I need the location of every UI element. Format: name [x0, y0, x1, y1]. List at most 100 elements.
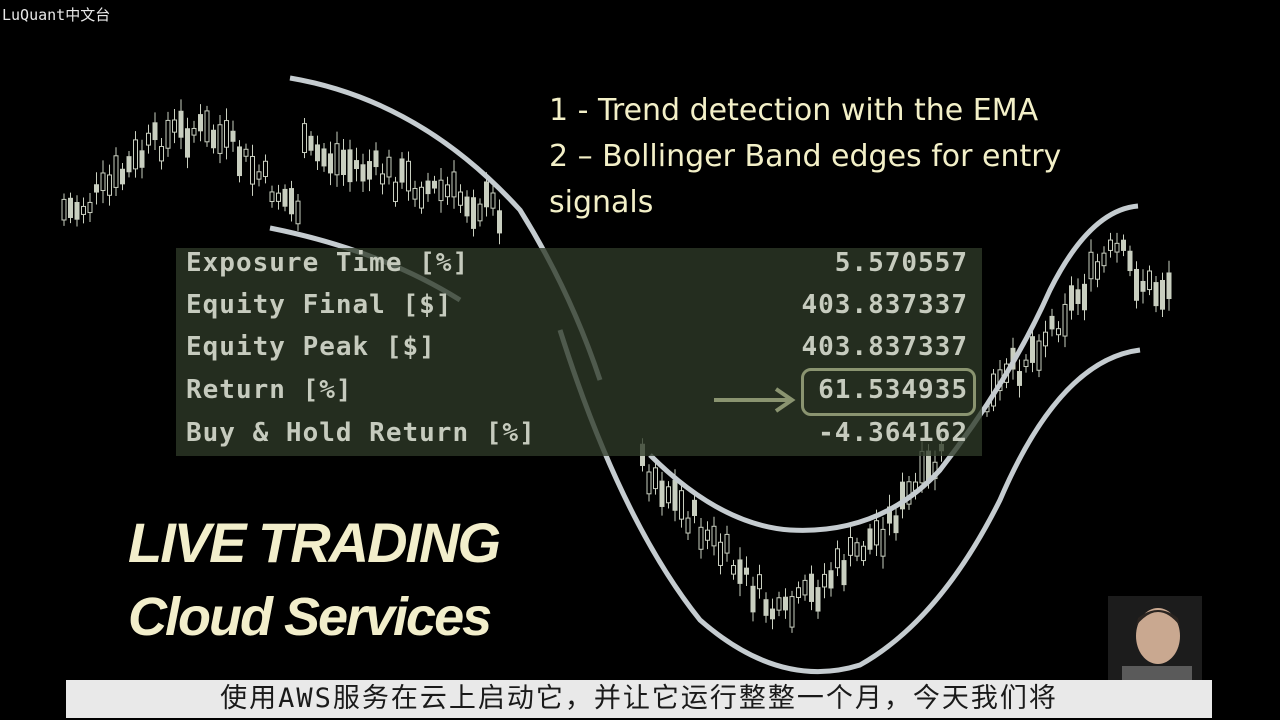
candle-body: [724, 533, 730, 554]
candle-body: [666, 486, 671, 504]
stat-label: Return [%]: [186, 375, 353, 405]
candle-body: [113, 155, 119, 188]
promo-title-line1: LIVE TRADING: [128, 511, 501, 574]
candle-body: [256, 171, 262, 180]
strategy-point-1: 1 - Trend detection with the EMA: [549, 93, 1039, 128]
strategy-points: 1 - Trend detection with the EMA 2 – Bol…: [549, 88, 1109, 226]
backtest-stats-panel: Exposure Time [%] 5.570557 Equity Final …: [176, 248, 982, 456]
candle-body: [1088, 251, 1094, 280]
presenter-webcam: [1108, 596, 1202, 686]
candle-body: [867, 528, 873, 550]
candle-body: [1114, 242, 1120, 253]
candle-body: [796, 587, 801, 598]
candle-body: [835, 548, 840, 569]
candle-body: [484, 181, 489, 208]
candle-body: [672, 479, 678, 511]
candle-body: [471, 197, 476, 229]
arrow-right-icon: [714, 387, 796, 413]
candle-body: [302, 123, 307, 154]
candle-body: [74, 202, 80, 220]
stat-row: Buy & Hold Return [%] -4.364162: [186, 418, 968, 458]
candle-body: [68, 197, 73, 218]
stat-value: -4.364162: [818, 418, 968, 448]
candle-body: [276, 192, 281, 202]
candle-body: [1153, 282, 1159, 307]
stat-value: 403.837337: [801, 332, 968, 362]
strategy-point-2-cont: signals: [549, 185, 654, 220]
candle-body: [490, 192, 496, 209]
candle-body: [347, 149, 353, 183]
subtitle-caption: 使用AWS服务在云上启动它，并让它运行整整一个月，今天我们将: [66, 680, 1212, 718]
candle-body: [360, 164, 366, 182]
candle-body: [497, 210, 502, 234]
candle-body: [828, 570, 834, 589]
candle-body: [308, 135, 314, 151]
candle-body: [1017, 371, 1022, 386]
candle-body: [445, 184, 450, 198]
candle-body: [880, 528, 886, 557]
candle-body: [373, 150, 379, 168]
candle-body: [120, 168, 125, 185]
stat-row: Equity Final [$] 403.837337: [186, 290, 968, 330]
candle-body: [711, 525, 717, 547]
candle-body: [250, 155, 255, 185]
candle-body: [185, 128, 190, 158]
candle-body: [386, 156, 392, 178]
candle-body: [841, 560, 847, 586]
candle-body: [204, 110, 210, 143]
promo-title-line2: Cloud Services: [128, 587, 492, 647]
candle-body: [380, 173, 385, 185]
candle-body: [1166, 272, 1172, 300]
candle-body: [282, 188, 288, 207]
candle-body: [211, 129, 216, 149]
candle-body: [191, 127, 197, 136]
candle-body: [861, 545, 866, 562]
stat-label: Exposure Time [%]: [186, 248, 470, 278]
candle-body: [451, 171, 457, 198]
candle-body: [399, 158, 405, 183]
candle-body: [750, 585, 756, 613]
candle-body: [133, 139, 138, 170]
candle-body: [757, 574, 762, 590]
candle-body: [770, 608, 775, 620]
candle-body: [1036, 340, 1042, 371]
candle-body: [87, 201, 93, 214]
candle-body: [789, 596, 795, 628]
candle-body: [893, 515, 899, 534]
candle-body: [100, 172, 106, 192]
lower-inner-curve: [648, 203, 1139, 533]
candle-body: [744, 567, 749, 575]
candle-body: [1030, 336, 1035, 363]
candle-body: [341, 149, 346, 176]
candle-body: [679, 490, 684, 520]
candle-body: [783, 596, 788, 611]
candle-body: [848, 537, 853, 556]
stat-label: Buy & Hold Return [%]: [186, 418, 536, 448]
candle-body: [217, 124, 223, 154]
candle-body: [81, 205, 86, 215]
candle-body: [61, 198, 67, 221]
stat-row: Equity Peak [$] 403.837337: [186, 332, 968, 372]
candle-body: [412, 187, 418, 200]
candle-body: [393, 181, 398, 203]
candle-body: [1043, 331, 1048, 347]
candle-body: [321, 148, 327, 167]
candle-body: [1069, 285, 1074, 311]
candle-body: [731, 565, 736, 575]
candle-body: [477, 203, 483, 222]
candle-body: [685, 517, 691, 534]
stat-value: 5.570557: [834, 248, 968, 278]
candle-body: [367, 161, 372, 180]
candle-body: [159, 145, 164, 162]
candle-body: [354, 160, 359, 170]
channel-watermark: LuQuant中文台: [2, 6, 111, 24]
candle-body: [334, 143, 340, 176]
candle-body: [776, 597, 782, 611]
candle-body: [737, 559, 743, 584]
candle-body: [718, 541, 723, 566]
stat-row: Exposure Time [%] 5.570557: [186, 248, 968, 288]
lower-outer-curve: [557, 329, 1141, 675]
candle-body: [822, 573, 827, 588]
candle-body: [1121, 239, 1126, 251]
